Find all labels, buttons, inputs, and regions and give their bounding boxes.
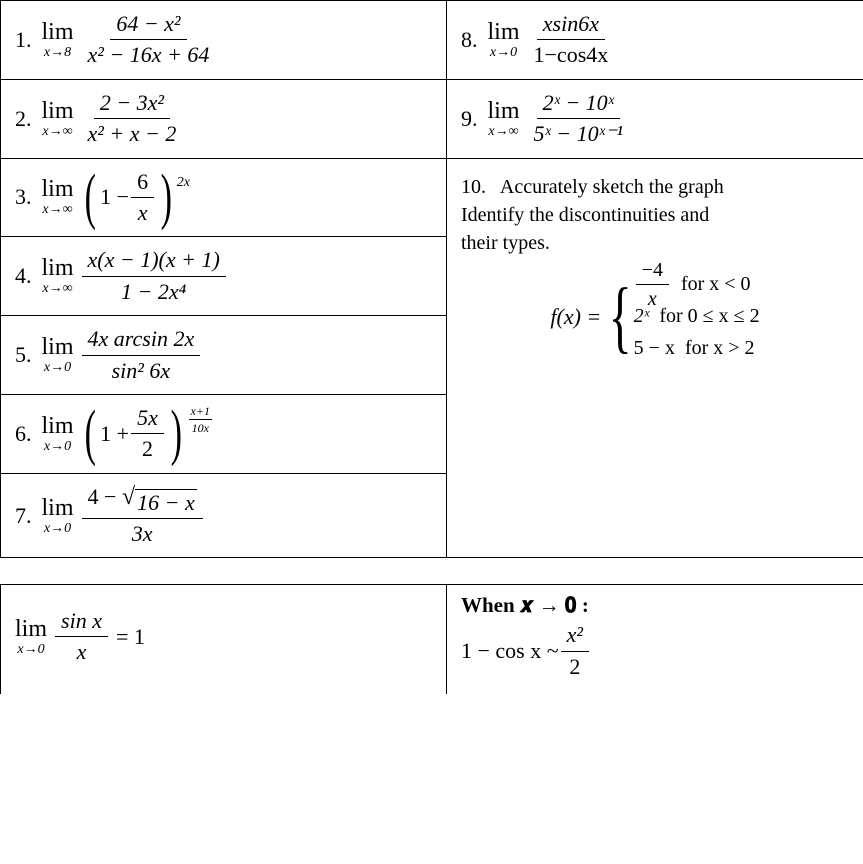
p1-fraction: 64 − x² x² − 16x + 64 — [82, 11, 216, 69]
limit-symbol: lim x→0 — [42, 335, 74, 375]
cell-p3: 3. lim x→∞ ( 1 − 6 x ) 2x — [1, 158, 447, 237]
problems-table: 1. lim x→8 64 − x² x² − 16x + 64 8. lim … — [0, 0, 863, 558]
limit-symbol: lim x→0 — [42, 414, 74, 454]
cell-p7: 7. lim x→0 4 − √ 16 − x 3x — [1, 473, 447, 558]
p2-number: 2. — [15, 106, 32, 132]
p8-fraction: xsin6x 1−cos4x — [528, 11, 615, 69]
p3-paren: ( 1 − 6 x ) — [80, 169, 177, 227]
p7-fraction: 4 − √ 16 − x 3x — [82, 484, 203, 548]
limit-symbol: lim x→∞ — [42, 256, 74, 296]
limit-symbol: lim x→0 — [15, 617, 47, 657]
cell-p8: 8. lim x→0 xsin6x 1−cos4x — [447, 1, 863, 80]
identity-left: lim x→0 sin x x = 1 — [1, 585, 447, 694]
p9-number: 9. — [461, 106, 478, 132]
cell-p1: 1. lim x→8 64 − x² x² − 16x + 64 — [1, 1, 447, 80]
p4-fraction: x(x − 1)(x + 1) 1 − 2x⁴ — [82, 247, 226, 305]
left-brace-icon: { — [609, 285, 632, 349]
cell-p6: 6. lim x→0 ( 1 + 5x 2 ) x+1 — [1, 394, 447, 473]
p1-number: 1. — [15, 27, 32, 53]
limit-symbol: lim x→0 — [42, 496, 74, 536]
sqrt-icon: √ 16 − x — [122, 485, 197, 516]
p10-text1: Accurately sketch the graph — [500, 176, 724, 198]
p10-piecewise: f(x) = { −4 x for x < 0 2ˣ for 0 ≤ x ≤ 2 — [461, 269, 849, 365]
p4-number: 4. — [15, 263, 32, 289]
p10-number: 10. — [461, 176, 486, 198]
identity-heading: When 𝒙 → 𝟎 : — [461, 593, 849, 618]
p3-exponent: 2x — [177, 175, 190, 191]
p10-text2: Identify the discontinuities and — [461, 204, 709, 226]
identity-right: When 𝒙 → 𝟎 : 1 − cos x ~ x² 2 — [447, 585, 863, 694]
limit-symbol: lim x→8 — [42, 20, 74, 60]
cell-p9: 9. lim x→∞ 2ˣ − 10ˣ 5ˣ − 10ˣ⁻¹ — [447, 79, 863, 158]
p2-fraction: 2 − 3x² x² + x − 2 — [82, 90, 183, 148]
cell-p10: 10. Accurately sketch the graph Identify… — [447, 158, 863, 558]
p6-paren: ( 1 + 5x 2 ) — [80, 405, 187, 463]
cell-p5: 5. lim x→0 4x arcsin 2x sin² 6x — [1, 316, 447, 395]
p10-text3: their types. — [461, 232, 550, 254]
identities-table: lim x→0 sin x x = 1 When 𝒙 → 𝟎 : 1 − cos… — [0, 584, 863, 694]
p9-fraction: 2ˣ − 10ˣ 5ˣ − 10ˣ⁻¹ — [528, 90, 629, 148]
cell-p4: 4. lim x→∞ x(x − 1)(x + 1) 1 − 2x⁴ — [1, 237, 447, 316]
p7-number: 7. — [15, 503, 32, 529]
limit-symbol: lim x→0 — [488, 20, 520, 60]
p8-number: 8. — [461, 27, 478, 53]
p5-fraction: 4x arcsin 2x sin² 6x — [82, 326, 201, 384]
limit-symbol: lim x→∞ — [488, 99, 520, 139]
p3-number: 3. — [15, 184, 32, 210]
p6-number: 6. — [15, 421, 32, 447]
limit-symbol: lim x→∞ — [42, 99, 74, 139]
p6-exponent: x+1 10x — [187, 404, 214, 436]
p5-number: 5. — [15, 342, 32, 368]
cell-p2: 2. lim x→∞ 2 − 3x² x² + x − 2 — [1, 79, 447, 158]
limit-symbol: lim x→∞ — [42, 177, 74, 217]
